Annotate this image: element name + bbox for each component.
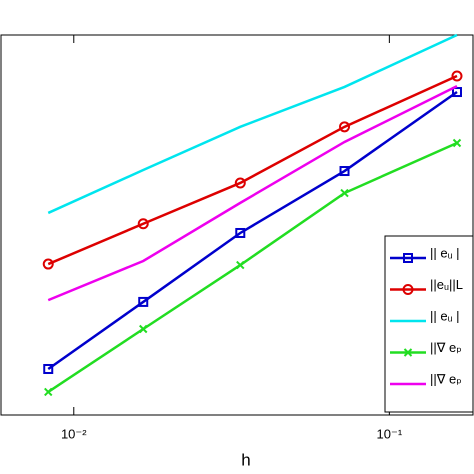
series-line: [47, 91, 458, 371]
x-tick-label: 10⁻¹: [377, 426, 403, 441]
point: [339, 166, 350, 177]
legend-label: || eᵤ |: [430, 308, 460, 323]
legend-label: ||∇ eₚ: [430, 340, 462, 355]
point: [234, 177, 246, 189]
series-line: [47, 84, 458, 302]
series-line: [47, 74, 458, 266]
point: [43, 363, 54, 374]
point: [236, 260, 245, 270]
legend: || eᵤ | ||eᵤ||L || eᵤ | ||∇ eₚ ||∇ eₚ: [384, 235, 474, 413]
point: [42, 258, 54, 270]
series-line: [47, 33, 458, 215]
axes-box: [0, 34, 474, 416]
point: [452, 138, 462, 148]
point: [451, 70, 463, 82]
legend-box: [384, 235, 474, 413]
point: [340, 188, 349, 198]
point: [138, 296, 149, 307]
legend-label: ||∇ eₚ: [430, 371, 462, 386]
point: [139, 324, 148, 334]
legend-label: || eᵤ |: [430, 245, 460, 260]
point: [235, 227, 246, 238]
point: [44, 387, 53, 397]
legend-marker: [402, 284, 414, 295]
point: [137, 218, 149, 230]
legend-marker: [403, 253, 413, 263]
legend-label: ||eᵤ||L: [430, 277, 463, 292]
x-axis-label: h: [241, 450, 250, 469]
legend-marker: [403, 348, 413, 357]
point: [451, 87, 462, 98]
point: [339, 121, 351, 133]
x-tick-label: 10⁻²: [61, 426, 87, 441]
